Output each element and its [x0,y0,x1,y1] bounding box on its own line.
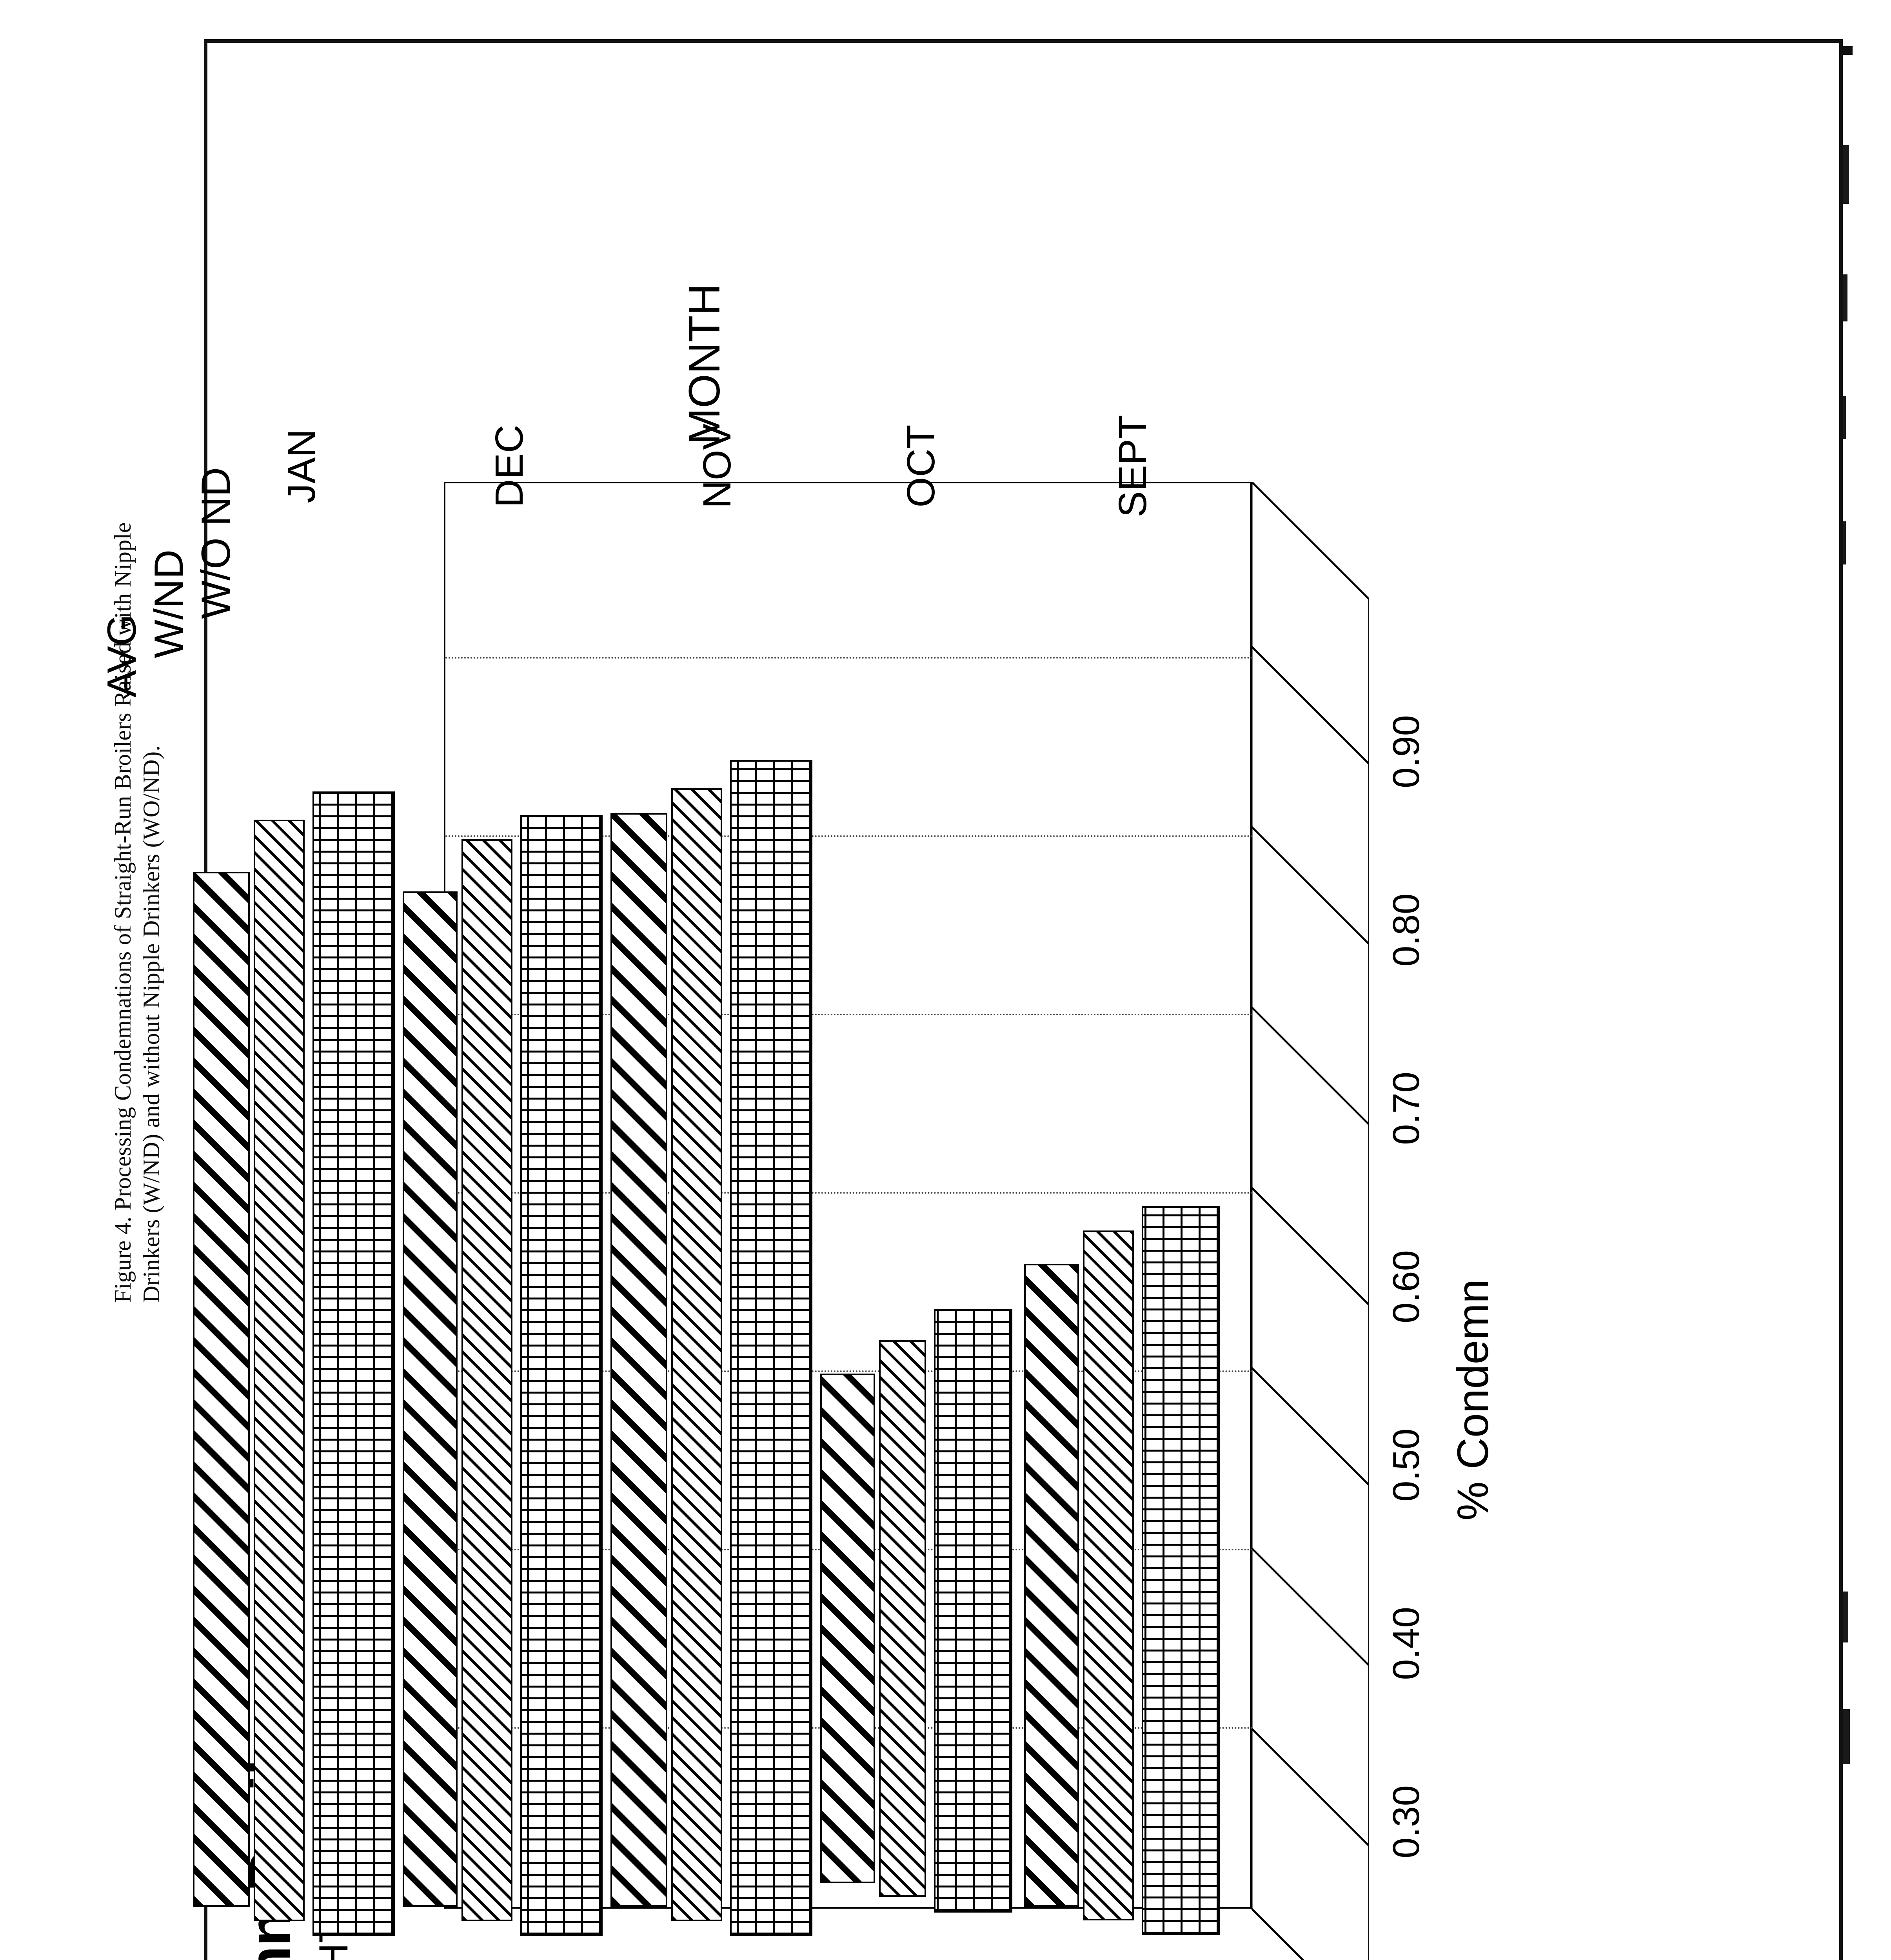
bar-face [821,1375,874,1882]
bar-face [404,893,456,1905]
bar-jan-avg [312,791,395,1936]
bar-oct-wnd [879,1340,926,1897]
bar-face [255,821,303,1920]
bar-sept-wond [1024,1264,1079,1907]
ytick-label: 0.60 [1385,1250,1427,1323]
bar-nov-wond [610,813,667,1907]
bar-dec-wond [402,891,458,1907]
ytick-label: 0.90 [1385,715,1427,788]
ytick-label: 0.30 [1385,1785,1427,1858]
legend-item-wond: W/O ND [193,467,239,619]
bar-jan-wond [193,872,250,1907]
bar-face [672,790,721,1920]
ytick-label: 0.70 [1385,1072,1427,1145]
plot-floor [1251,482,1369,1960]
bar-face [194,873,248,1905]
bar-face [1084,1232,1132,1919]
bar-face [463,841,511,1920]
xtick-label-dec: DEC [487,425,531,508]
bar-jan-wnd [253,820,305,1921]
bar-sept-wnd [1083,1230,1134,1920]
bar-sept-avg [1141,1206,1220,1935]
legend-item-wnd: W/ND [146,549,192,658]
bar-face [880,1342,925,1895]
legend-item-avg: AVG [99,614,145,697]
xtick-label-oct: OCT [899,425,943,508]
x-axis-title: MONTH [679,283,729,445]
bar-face [612,815,666,1905]
bar-oct-avg [934,1309,1012,1913]
bar-face [935,1310,1011,1911]
bar-face [731,762,811,1935]
bar-face [1025,1265,1077,1905]
figure-chart: Condemn-Broilers STRAIGHT RUNS [99,284,1612,1960]
gridline [445,657,1253,659]
plot-area: 0.20 0.30 0.40 0.50 0.60 0.70 0.80 0.90 … [99,284,1497,1960]
xtick-label-sept: SEPT [1110,415,1155,517]
bar-face [314,793,393,1935]
bar-dec-wnd [461,839,512,1921]
ytick-label: 0.80 [1385,893,1427,967]
ytick-label: 0.50 [1385,1428,1427,1502]
ytick-label: 0.40 [1385,1607,1427,1680]
bar-oct-wond [820,1374,875,1883]
bar-face [521,817,601,1935]
scan-page-edge [1843,0,1891,1960]
xtick-label-jan: JAN [279,429,323,503]
bar-face [1143,1208,1219,1934]
bar-nov-wnd [671,788,722,1921]
bar-nov-avg [730,760,812,1936]
bar-dec-avg [520,815,603,1936]
y-axis-title: % Condemn [1448,1279,1497,1521]
